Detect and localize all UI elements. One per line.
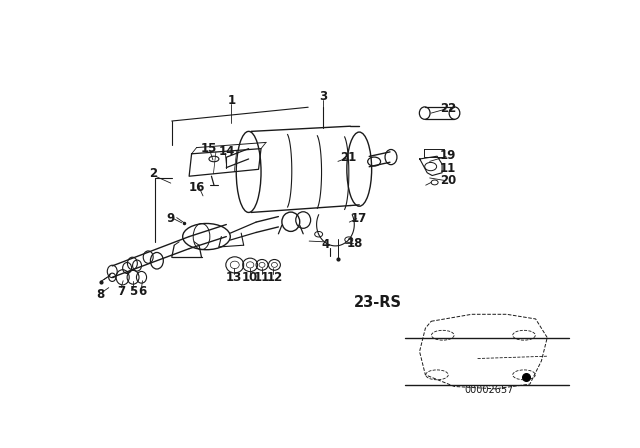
Text: 17: 17 (351, 212, 367, 225)
Text: 6: 6 (138, 284, 146, 297)
Text: 23-RS: 23-RS (353, 295, 402, 310)
Text: 2: 2 (149, 167, 157, 180)
Text: 16: 16 (189, 181, 205, 194)
Text: 1: 1 (227, 94, 236, 107)
Text: 11: 11 (254, 271, 270, 284)
Text: 19: 19 (440, 149, 456, 162)
Text: 20: 20 (440, 174, 456, 187)
Text: 7: 7 (117, 284, 125, 297)
Text: 22: 22 (440, 102, 456, 115)
Text: 00002657: 00002657 (465, 385, 514, 395)
Text: 3: 3 (319, 90, 327, 103)
Text: 4: 4 (321, 238, 330, 251)
Text: 5: 5 (129, 284, 137, 297)
Text: 14: 14 (219, 145, 235, 158)
Text: 21: 21 (340, 151, 356, 164)
Text: 12: 12 (266, 271, 282, 284)
Text: 18: 18 (347, 237, 364, 250)
Text: 9: 9 (166, 212, 175, 225)
Text: 15: 15 (201, 142, 217, 155)
Text: 13: 13 (226, 271, 243, 284)
Text: 11: 11 (440, 162, 456, 175)
Text: 8: 8 (97, 289, 105, 302)
Text: 10: 10 (241, 271, 258, 284)
